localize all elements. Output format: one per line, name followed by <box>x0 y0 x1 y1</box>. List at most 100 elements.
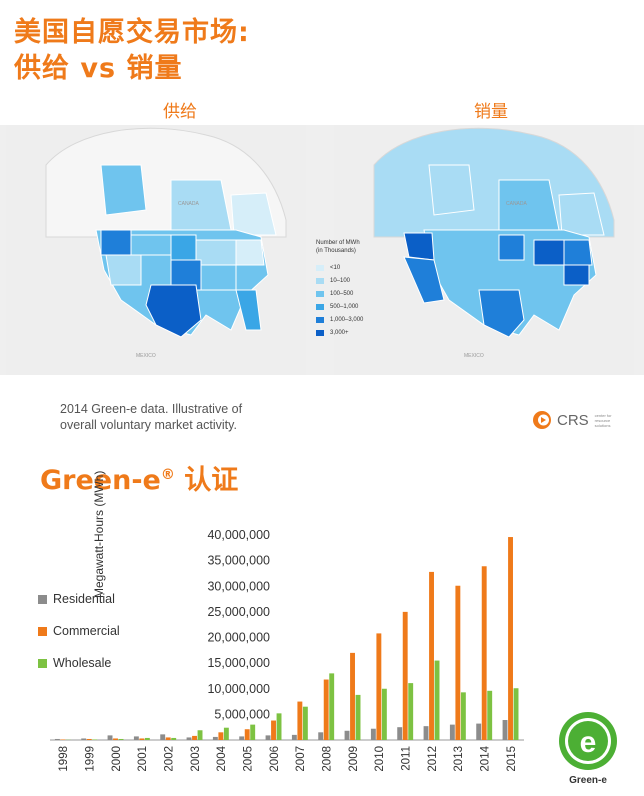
bar-commercial <box>218 732 224 740</box>
y-tick-label: 30,000,000 <box>207 579 270 593</box>
bar-wholesale <box>355 694 361 740</box>
legend-item: 500–1,000 <box>316 300 363 313</box>
y-tick-label: 10,000,000 <box>207 682 270 696</box>
x-tick-label: 2008 <box>322 746 334 772</box>
legend-label: <10 <box>330 264 341 271</box>
chart-legend-swatch <box>38 626 47 636</box>
legend-swatch <box>316 316 324 323</box>
legend-item: 3,000+ <box>316 326 363 339</box>
chart-legend-label: Residential <box>53 592 115 606</box>
crs-logo-text: CRS <box>557 411 589 429</box>
legend-item: 10–100 <box>316 274 363 287</box>
bar-wholesale <box>513 688 519 740</box>
bar-commercial <box>402 611 408 740</box>
legend-title-1: Number of MWh <box>316 240 360 246</box>
bar-wholesale <box>302 706 308 740</box>
bar-residential <box>449 724 455 740</box>
supply-map: CANADA MEXICO <box>6 125 306 375</box>
bar-residential <box>291 734 297 740</box>
legend-label: 1,000–3,000 <box>330 316 364 323</box>
chart-legend: Residential Commercial Wholesale <box>38 583 120 679</box>
x-tick-label: 1998 <box>58 746 70 772</box>
bar-wholesale <box>118 738 124 740</box>
legend-label: 10–100 <box>330 277 351 284</box>
bar-commercial <box>165 737 171 740</box>
x-tick-label: 2010 <box>374 746 386 772</box>
x-tick-label: 2009 <box>348 746 360 772</box>
legend-swatch <box>316 264 324 271</box>
bar-wholesale <box>144 737 150 740</box>
source-note-line-1: 2014 Green-e data. Illustrative of <box>60 402 243 416</box>
canada-label: CANADA <box>178 201 200 207</box>
bar-residential <box>423 726 429 740</box>
section-title-text: Green-e <box>40 465 161 496</box>
legend-label: 100–500 <box>330 290 354 297</box>
legend-label: 3,000+ <box>330 329 349 336</box>
legend-label: 500–1,000 <box>330 303 359 310</box>
bar-commercial <box>60 739 66 740</box>
section-title-suffix: 认证 <box>174 465 239 496</box>
legend-item: <10 <box>316 261 363 274</box>
y-tick-label: 35,000,000 <box>207 554 270 568</box>
bar-residential <box>54 738 60 740</box>
crs-tagline: center for resource solutions <box>595 413 612 428</box>
bar-commercial <box>350 652 355 740</box>
x-tick-label: 2003 <box>190 746 202 772</box>
y-tick-label: 20,000,000 <box>207 631 270 645</box>
bar-residential <box>160 734 166 740</box>
green-e-logo-icon: e <box>559 712 617 770</box>
bar-commercial <box>455 585 461 740</box>
bar-commercial <box>323 679 329 740</box>
x-tick-label: 2006 <box>269 746 281 772</box>
bar-residential <box>318 732 324 740</box>
mexico-label-right: MEXICO <box>464 353 484 359</box>
x-tick-label: 2012 <box>427 746 439 772</box>
chart-legend-item: Commercial <box>38 615 120 647</box>
registered-mark: ® <box>160 467 175 483</box>
supply-map-label: 供给 <box>163 102 197 122</box>
bar-commercial <box>297 701 303 740</box>
x-tick-label: 2013 <box>453 746 465 772</box>
crs-logo: CRS center for resource solutions <box>532 410 612 430</box>
legend-item: 100–500 <box>316 287 363 300</box>
bar-residential <box>502 720 508 740</box>
crs-logo-icon <box>533 411 551 429</box>
chart-legend-label: Commercial <box>53 624 120 638</box>
legend-swatch <box>316 329 324 336</box>
bar-commercial <box>139 738 145 740</box>
bar-wholesale <box>487 690 493 740</box>
bar-commercial <box>429 571 434 740</box>
y-tick-label: 40,000,000 <box>207 528 270 542</box>
bar-wholesale <box>197 730 203 740</box>
legend-title-2: (in Thousands) <box>316 248 356 254</box>
bar-residential <box>344 730 350 740</box>
legend-swatch <box>316 290 324 297</box>
x-tick-label: 2005 <box>243 746 255 772</box>
bar-wholesale <box>171 737 177 740</box>
bar-wholesale <box>250 724 256 740</box>
map-band: CANADA MEXICO CANADA MEXICO Number of MW… <box>0 125 644 375</box>
bar-residential <box>107 735 113 740</box>
green-e-logo: e Green-e <box>557 710 619 786</box>
chart-legend-item: Wholesale <box>38 647 120 679</box>
bar-commercial <box>376 633 382 740</box>
bar-commercial <box>244 729 250 740</box>
crs-tag-line: center for <box>594 412 612 418</box>
mexico-label: MEXICO <box>136 353 156 359</box>
bar-residential <box>397 727 403 740</box>
bar-commercial <box>508 537 513 740</box>
sales-map-label: 销量 <box>474 102 508 122</box>
x-tick-label: 2014 <box>480 745 492 771</box>
header-line-2: 供给 vs 销量 <box>14 53 183 84</box>
y-tick-label: 15,000,000 <box>207 656 270 670</box>
bar-wholesale <box>276 713 282 740</box>
x-tick-label: 2002 <box>164 746 176 772</box>
crs-tag-line: resource <box>594 417 611 423</box>
canada-label-right: CANADA <box>506 201 528 207</box>
chart-legend-item: Residential <box>38 583 120 615</box>
chart-legend-swatch <box>38 594 47 604</box>
header-line-1: 美国自愿交易市场: <box>14 17 250 48</box>
x-tick-label: 2001 <box>137 746 149 772</box>
source-note-line-2: overall voluntary market activity. <box>60 418 237 432</box>
